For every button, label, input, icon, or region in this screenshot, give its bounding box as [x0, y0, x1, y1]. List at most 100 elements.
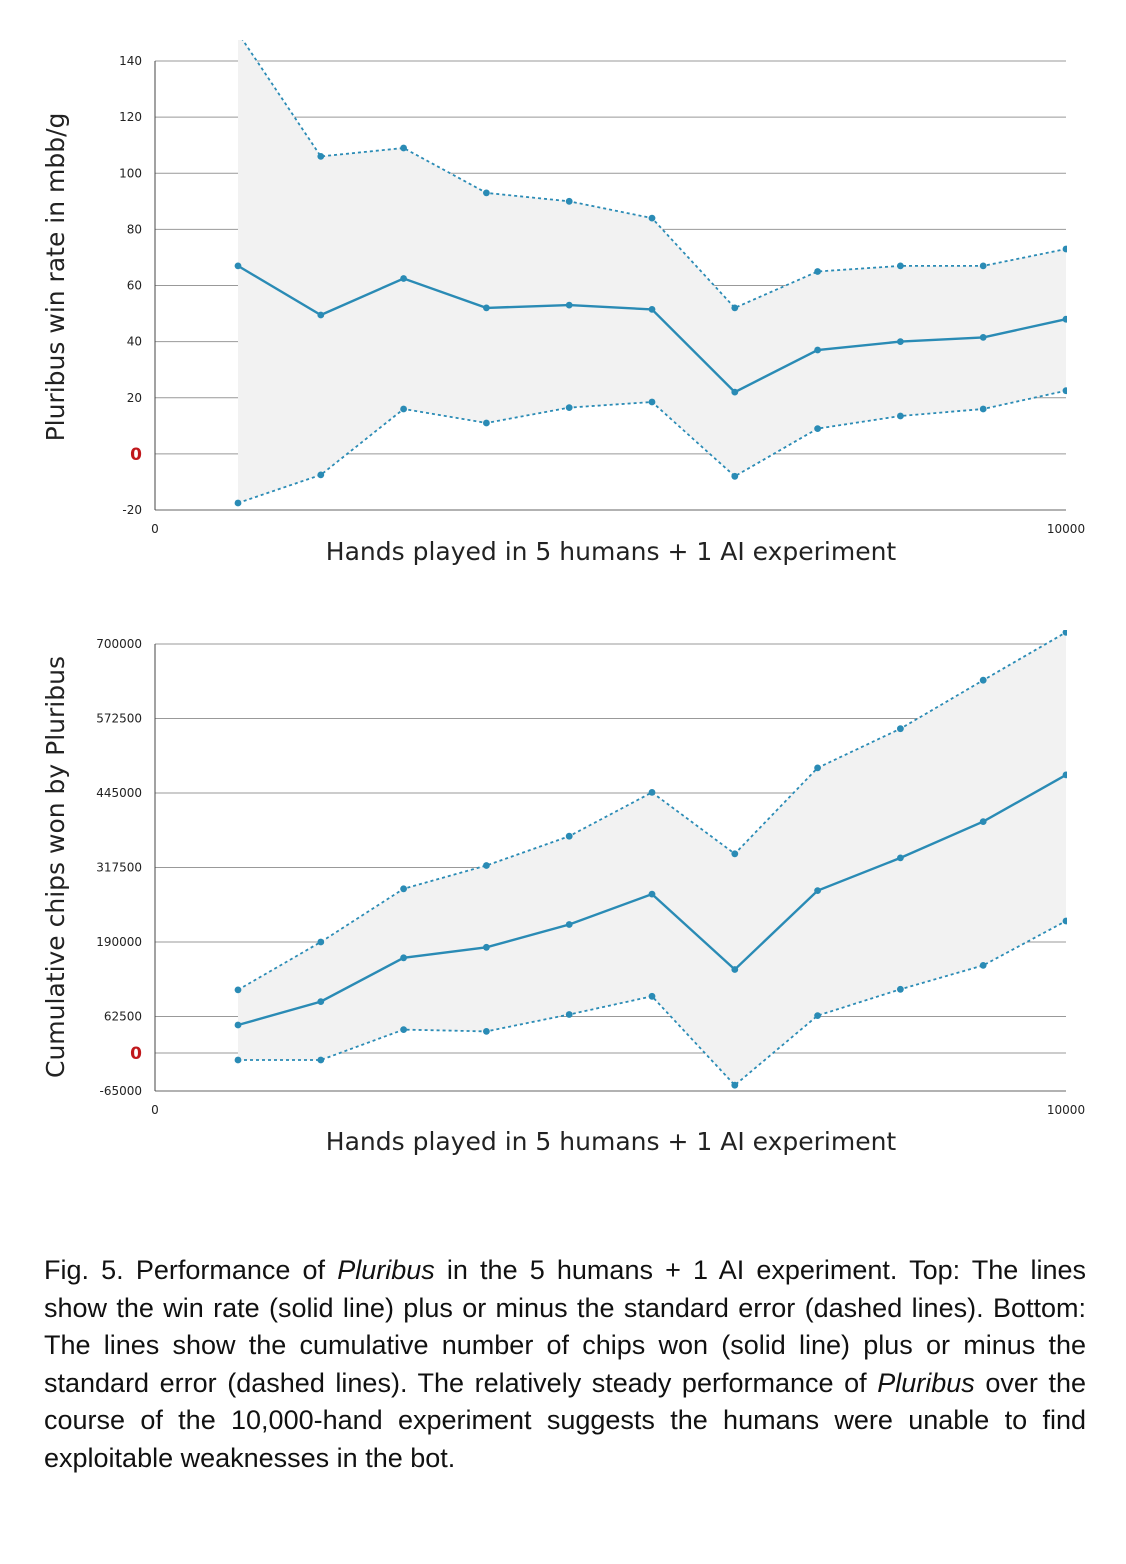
data-point [565, 921, 573, 928]
data-point [814, 346, 821, 354]
data-point [400, 275, 407, 282]
data-point [814, 764, 821, 772]
data-point [814, 887, 821, 894]
data-point [234, 499, 242, 507]
data-point [483, 943, 490, 951]
data-point [731, 304, 739, 312]
data-point [400, 885, 407, 893]
data-point [234, 1021, 242, 1029]
data-point [731, 966, 739, 973]
data-point [648, 306, 656, 313]
data-point [483, 304, 490, 312]
data-point [483, 419, 490, 427]
data-point [234, 1056, 242, 1064]
data-point [565, 301, 573, 309]
data-point [897, 412, 904, 420]
caption-top-text: The lines show the win rate (solid line)… [44, 1255, 1086, 1323]
y-tick-label: 40 [127, 335, 142, 349]
data-point [897, 854, 904, 862]
data-point [979, 262, 987, 270]
y-tick-label: 80 [127, 222, 142, 236]
series-points [234, 30, 1067, 507]
y-tick-label: -65000 [99, 1084, 142, 1098]
data-point [1062, 315, 1067, 323]
caption-italic-name: Pluribus [337, 1255, 435, 1285]
x-tick-label-end: 10000 [1047, 522, 1085, 536]
data-point [648, 214, 656, 222]
data-point [897, 725, 904, 733]
x-tick-label-start: 0 [151, 522, 159, 536]
data-point [565, 404, 573, 411]
error-band [238, 632, 1066, 1086]
caption-tail-text: over the course of the 10,000-hand exper… [44, 1367, 1087, 1473]
data-point [648, 992, 656, 1000]
data-point [483, 1028, 490, 1035]
data-point [400, 405, 407, 413]
data-point [979, 962, 987, 969]
y-tick-label: 445000 [96, 786, 142, 800]
y-tick-label: 572500 [96, 712, 142, 726]
data-point [1062, 245, 1067, 253]
data-point [565, 197, 573, 205]
data-point [648, 890, 656, 898]
data-point [483, 189, 490, 197]
y-tick-label: 60 [127, 279, 142, 293]
data-point [400, 144, 407, 152]
y-tick-label: 120 [119, 110, 142, 124]
data-point [731, 850, 739, 858]
figure: 140 120 100 80 60 40 20 0 -20 0 10000 Hands play… [41, 30, 1085, 1156]
figure-caption: Fig. 5. Performance of Pluribus in the 5… [44, 1252, 1086, 1477]
data-point [814, 425, 821, 432]
data-point [731, 388, 739, 396]
x-tick-label-start: 0 [151, 1103, 159, 1117]
data-point [648, 789, 656, 796]
caption-bottom-text: The lines show the cumulative number of … [44, 1330, 1086, 1398]
data-point [648, 398, 656, 406]
data-point [565, 1011, 573, 1018]
error-band-area [238, 40, 1066, 503]
data-point [234, 986, 242, 994]
series-line-lower [238, 920, 1067, 1087]
caption-fig-label: Fig. 5. Performance of [44, 1255, 338, 1285]
data-point [897, 985, 904, 993]
data-point [234, 262, 242, 270]
error-band [238, 40, 1066, 503]
data-point [483, 862, 490, 869]
y-tick-label: 700000 [96, 637, 142, 651]
y-tick-label: 140 [119, 54, 142, 68]
y-axis-title: Cumulative chips won by Pluribus [41, 656, 70, 1078]
cumulative-chips-chart: 700000 572500 445000 317500 190000 62500 0 -650… [41, 630, 1085, 1156]
data-point [897, 338, 904, 345]
data-point [317, 471, 325, 479]
data-point [979, 818, 987, 825]
y-axis-title: Pluribus win rate in mbb/g [41, 113, 70, 442]
data-point [979, 676, 987, 684]
y-tick-label: 317500 [96, 861, 142, 875]
y-tick-label: -20 [122, 503, 142, 517]
y-tick-labels: 140 120 100 80 60 40 20 0 -20 [119, 54, 142, 517]
data-point [1062, 917, 1067, 925]
x-tick-label-end: 10000 [1047, 1103, 1085, 1117]
series-points [234, 630, 1067, 1089]
y-tick-label: 100 [119, 166, 142, 180]
data-point [814, 1012, 821, 1019]
data-point [731, 472, 739, 480]
data-point [1062, 771, 1067, 779]
data-point [317, 998, 325, 1005]
data-point [400, 954, 407, 962]
x-axis-title: Hands played in 5 humans + 1 AI experime… [326, 537, 897, 566]
data-point [731, 1081, 739, 1089]
data-point [565, 832, 573, 840]
y-tick-label-zero: 0 [130, 1044, 142, 1064]
caption-bottom-label: Bottom: [992, 1292, 1086, 1323]
data-point [1062, 387, 1067, 395]
data-point [317, 938, 325, 946]
y-tick-labels: 700000 572500 445000 317500 190000 62500 0 -650… [96, 637, 142, 1098]
data-point [1062, 630, 1067, 636]
win-rate-chart: 140 120 100 80 60 40 20 0 -20 0 10000 Hands play… [41, 30, 1085, 566]
data-point [235, 30, 242, 37]
caption-top-label: Top: [909, 1255, 961, 1285]
y-tick-label-zero: 0 [130, 445, 142, 465]
caption-italic-name-2: Pluribus [877, 1367, 975, 1398]
data-point [400, 1026, 407, 1033]
